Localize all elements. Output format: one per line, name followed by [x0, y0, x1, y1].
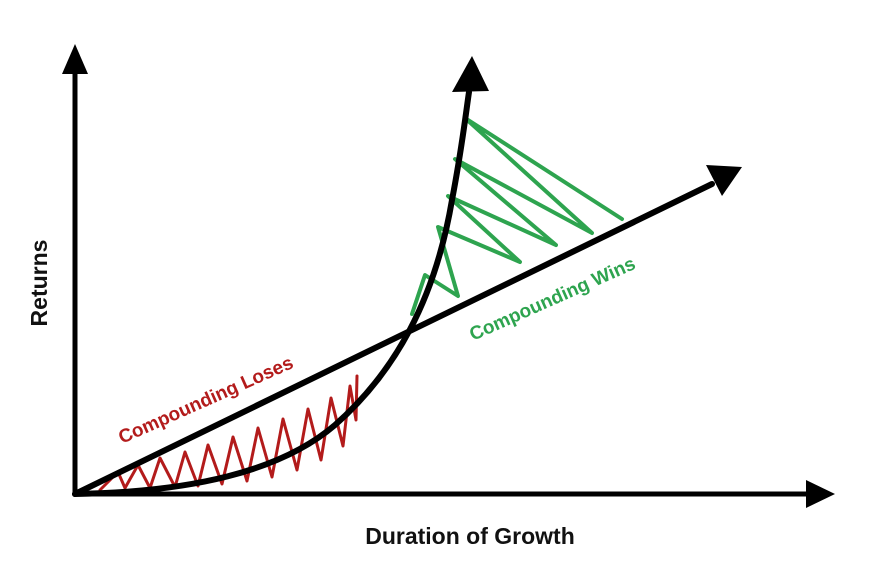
- linear-growth-arrowhead: [706, 165, 742, 196]
- y-axis-arrowhead: [62, 44, 88, 74]
- axes: [62, 44, 835, 508]
- x-axis-arrowhead: [806, 480, 835, 508]
- linear-growth-line: [72, 181, 715, 497]
- compounding-curve-arrowhead: [452, 56, 489, 92]
- x-axis-label: Duration of Growth: [365, 523, 575, 549]
- compounding-curve: [72, 89, 472, 497]
- wins-region-hatch: [410, 116, 624, 316]
- loses-region-hatch: [98, 374, 359, 492]
- y-axis-label: Returns: [26, 240, 52, 327]
- compounding-wins-label: Compounding Wins: [466, 253, 638, 345]
